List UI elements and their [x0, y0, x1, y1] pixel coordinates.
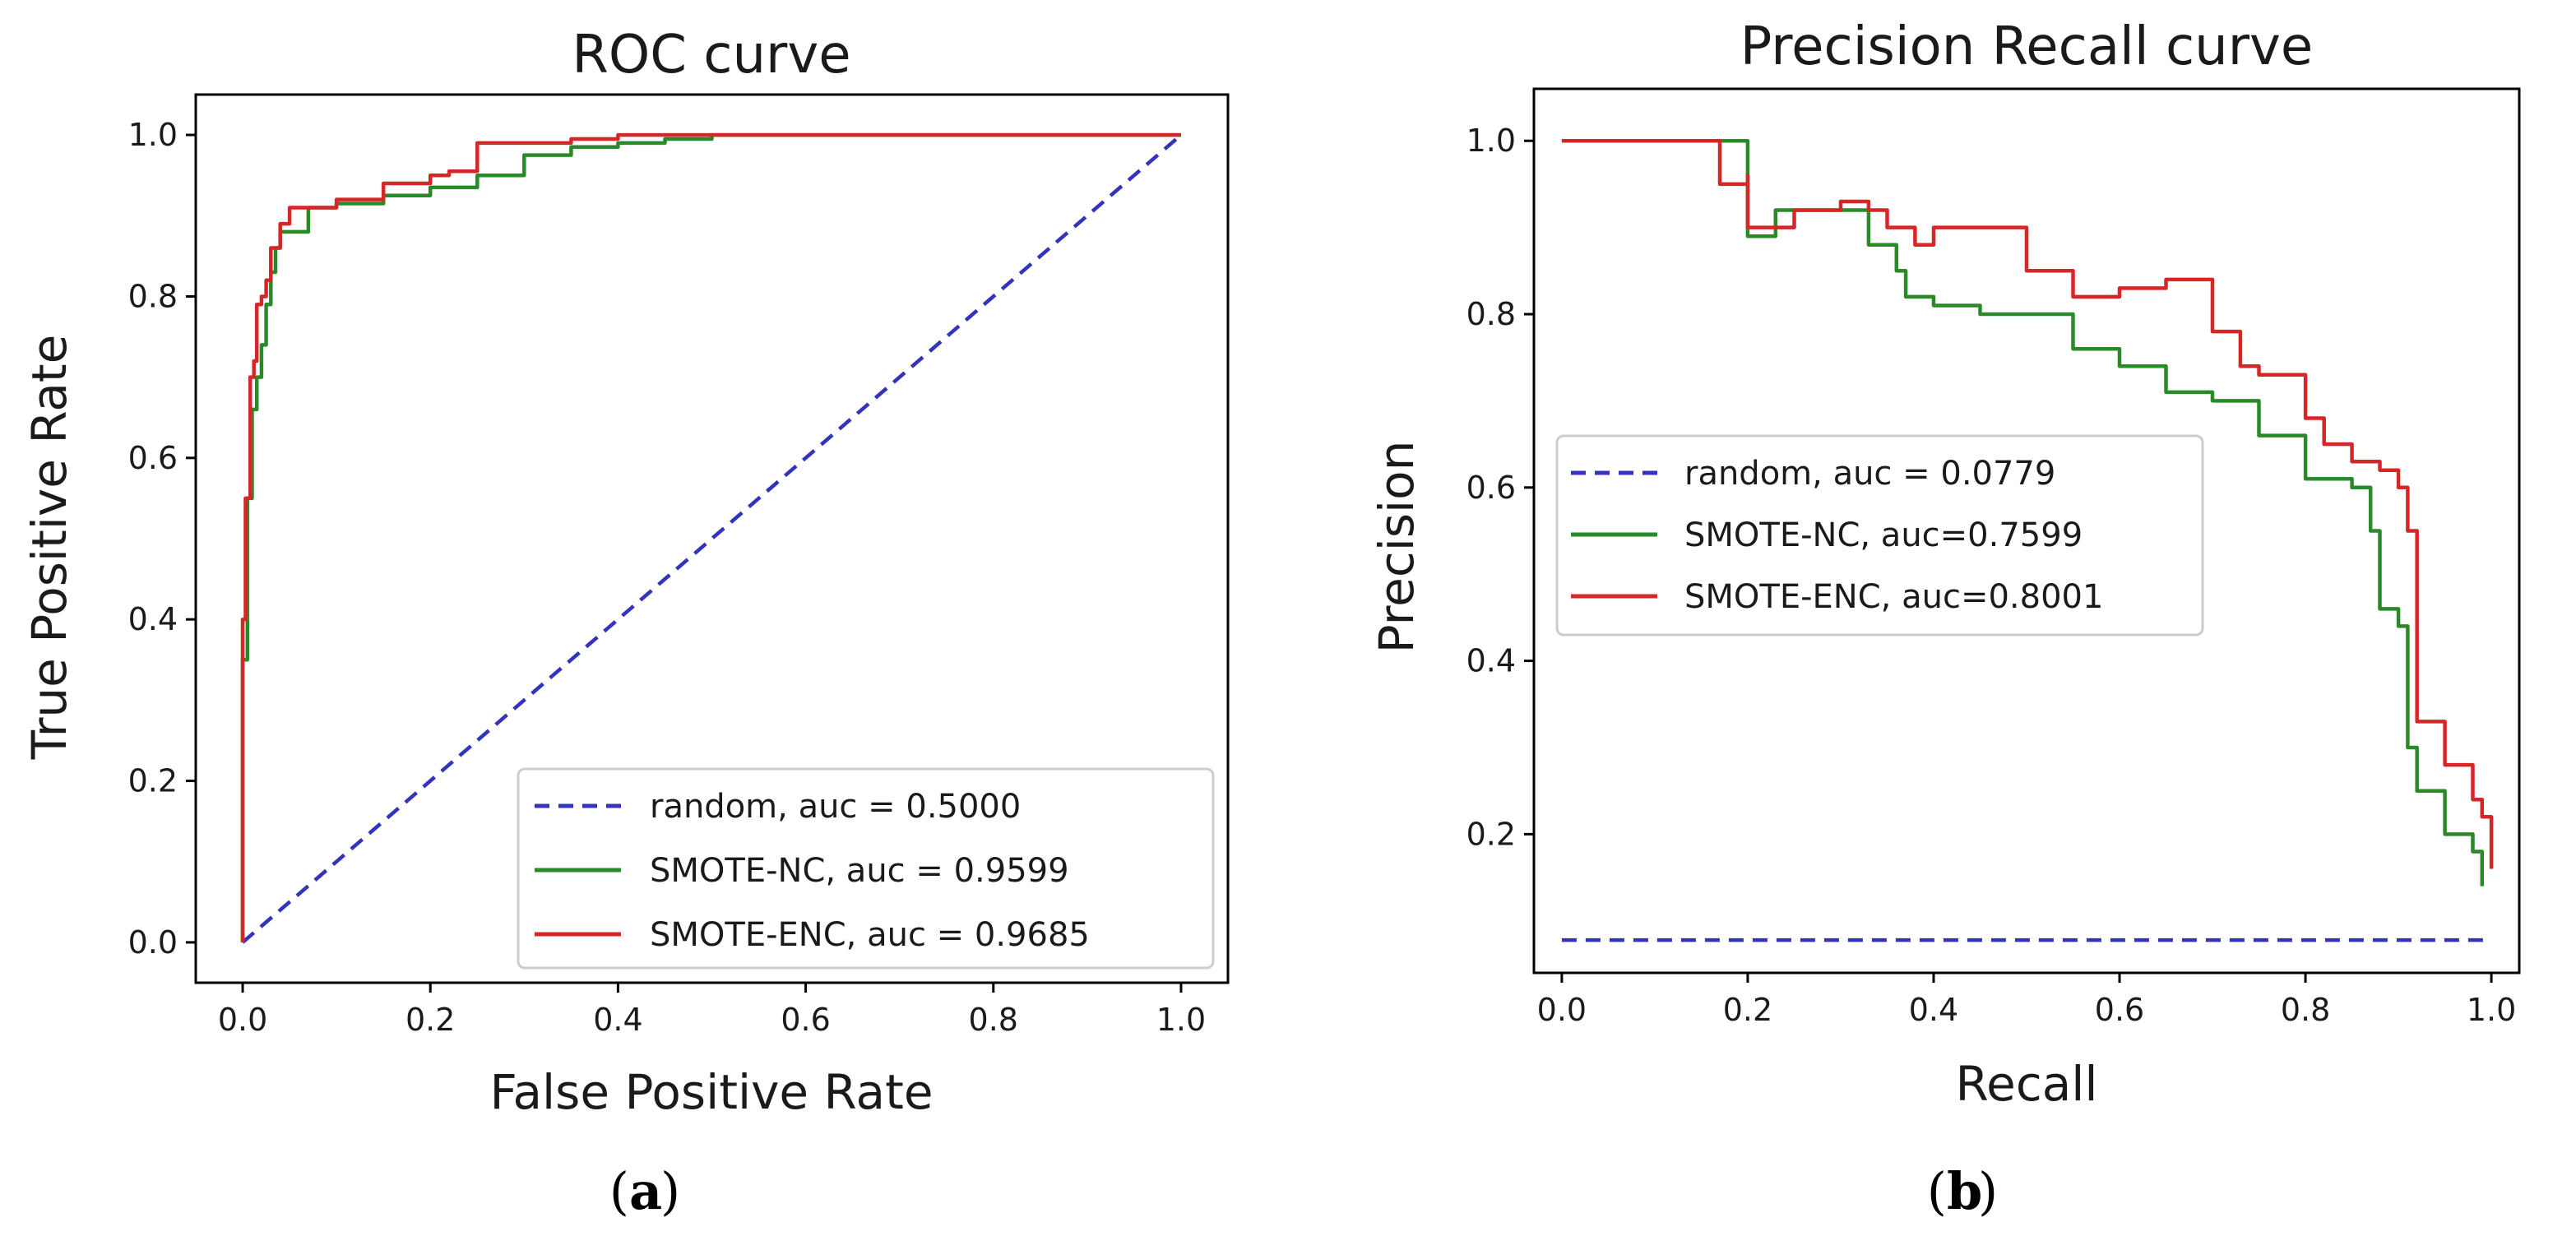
roc-xtick-label: 1.0	[1156, 1002, 1206, 1038]
roc-ytick-label: 0.8	[128, 278, 178, 314]
pr-legend-box	[1555, 434, 2204, 637]
pr-ytick-label: 0.4	[1466, 643, 1516, 679]
roc-xtick-label: 0.6	[781, 1002, 830, 1038]
roc-series-random-line	[241, 133, 1183, 944]
pr-series-nc-line	[1561, 138, 2485, 887]
roc-chart: ROC curve 0.0 0.2 0.4 0.6 0.8 1.0 0.00.20.40.…	[21, 25, 1230, 1221]
pr-xtick-label: 0.2	[1723, 992, 1772, 1028]
pr-yticks: 0.2 0.4 0.6 0.8 1.0	[1466, 123, 1534, 852]
pr-series	[1561, 138, 2494, 942]
pr-xtick-label: 0.8	[2281, 992, 2330, 1028]
pr-chart: Precision Recall curve 0.0 0.2 0.4 0.6 0.8 1.…	[1369, 16, 2521, 1221]
pr-series-enc-line	[1561, 138, 2494, 869]
pr-legend: random, auc = 0.0779 SMOTE-NC, auc=0.7599…	[1555, 434, 2204, 637]
roc-xlabel: False Positive Rate	[489, 1064, 933, 1120]
roc-legend-box	[517, 767, 1215, 970]
pr-xtick-label: 1.0	[2467, 992, 2516, 1028]
roc-ytick-label: 1.0	[128, 117, 178, 153]
roc-xtick-label: 0.2	[405, 1002, 455, 1038]
roc-xtick-label: 0.8	[969, 1002, 1018, 1038]
pr-caption: ( b )	[1927, 1161, 1998, 1221]
pr-xtick-label: 0.4	[1909, 992, 1958, 1028]
pr-ytick-label: 0.6	[1466, 470, 1516, 506]
roc-title: ROC curve	[572, 25, 850, 86]
roc-legend-label-enc: SMOTE-ENC, auc = 0.9685	[650, 916, 1090, 954]
roc-xtick-label: 0.0	[218, 1002, 267, 1038]
roc-ytick-label: 0.2	[128, 763, 178, 799]
roc-ytick-label: 0.6	[128, 440, 178, 476]
roc-caption: ( a )	[609, 1161, 680, 1221]
roc-yticks: 0.0 0.2 0.4 0.6 0.8 1.0	[128, 117, 196, 961]
pr-legend-label-nc: SMOTE-NC, auc=0.7599	[1684, 516, 2083, 554]
roc-ytick-label: 0.0	[128, 924, 178, 961]
svg-text:): )	[660, 1161, 680, 1221]
roc-xtick-label: 0.4	[593, 1002, 642, 1038]
roc-legend-label-random: random, auc = 0.5000	[650, 788, 1021, 826]
pr-legend-label-random: random, auc = 0.0779	[1684, 455, 2055, 493]
svg-text:): )	[1978, 1161, 1998, 1221]
pr-xtick-label: 0.0	[1537, 992, 1587, 1028]
pr-xticks: 0.0 0.2 0.4 0.6 0.8 1.0	[1537, 973, 2516, 1028]
pr-caption-letter: b	[1947, 1161, 1982, 1221]
svg-text:(: (	[609, 1161, 629, 1221]
roc-series-enc-line	[240, 132, 1181, 942]
roc-legend-label-nc: SMOTE-NC, auc = 0.9599	[650, 852, 1069, 890]
pr-xlabel: Recall	[1955, 1056, 2097, 1112]
roc-ytick-label: 0.4	[128, 601, 178, 637]
roc-legend: random, auc = 0.5000 SMOTE-NC, auc = 0.95…	[517, 767, 1215, 970]
svg-text:(: (	[1927, 1161, 1947, 1221]
roc-xticks: 0.0 0.2 0.4 0.6 0.8 1.0	[218, 983, 1206, 1038]
pr-ytick-label: 0.8	[1466, 296, 1516, 332]
pr-ylabel: Precision	[1369, 441, 1425, 654]
roc-series	[240, 132, 1183, 944]
pr-title: Precision Recall curve	[1740, 16, 2314, 77]
pr-xtick-label: 0.6	[2095, 992, 2144, 1028]
pr-ytick-label: 1.0	[1466, 123, 1516, 159]
pr-ytick-label: 0.2	[1466, 816, 1516, 852]
roc-series-nc-line	[240, 132, 1181, 942]
roc-caption-letter: a	[629, 1161, 662, 1221]
roc-ylabel: True Positive Rate	[21, 335, 77, 761]
pr-legend-label-enc: SMOTE-ENC, auc=0.8001	[1684, 578, 2103, 616]
